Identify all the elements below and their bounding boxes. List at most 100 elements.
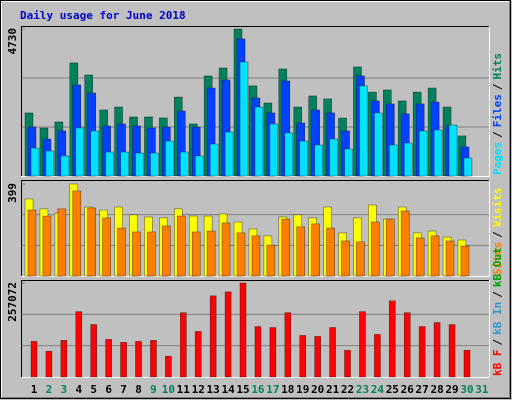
x-tick-label: 23 <box>356 383 369 396</box>
legend: kB F / kB In / kB Out <box>491 247 504 376</box>
bar <box>415 237 425 277</box>
bar <box>132 231 141 277</box>
legend-separator: / <box>491 291 504 298</box>
bar <box>191 231 201 277</box>
bar <box>359 85 368 177</box>
bar <box>135 341 142 378</box>
bar <box>284 312 292 378</box>
bar <box>30 147 40 177</box>
x-tick-label: 31 <box>475 383 489 396</box>
bar <box>418 130 428 177</box>
bar <box>194 331 202 378</box>
bar <box>389 144 398 177</box>
bar <box>251 235 261 277</box>
x-tick-label: 9 <box>150 383 157 396</box>
x-tick-label: 11 <box>177 383 191 396</box>
x-tick-label: 13 <box>207 383 220 396</box>
bar <box>460 245 470 277</box>
legend-entry: Pages <box>491 142 504 175</box>
legend-separator: / <box>491 131 504 138</box>
legend-entry: Hits <box>491 53 504 80</box>
x-tick-label: 19 <box>296 383 309 396</box>
legend-entry: kB F <box>491 350 504 377</box>
bar <box>463 157 473 177</box>
bar <box>281 218 291 277</box>
y-tick-label: 399 <box>6 183 19 203</box>
legend-entry: Visits <box>491 188 504 228</box>
bar <box>374 112 383 177</box>
bar <box>326 227 335 277</box>
x-tick-label: 8 <box>135 383 142 396</box>
legend-separator: / <box>491 83 504 90</box>
bar <box>403 312 411 378</box>
bar <box>329 327 336 378</box>
bar <box>236 232 246 277</box>
bar <box>433 129 443 177</box>
bar <box>418 326 426 378</box>
chart-title: Daily usage for June 2018 <box>20 9 186 22</box>
bar <box>254 326 262 378</box>
legend-entry: Files <box>491 94 504 127</box>
bar <box>341 240 350 277</box>
bar <box>269 327 277 378</box>
legend-entry: kB Out <box>491 247 504 287</box>
bar <box>359 311 366 378</box>
legend-separator: / <box>491 231 504 238</box>
x-tick-label: 17 <box>266 383 279 396</box>
y-tick-label: 257072 <box>6 282 19 322</box>
bar <box>433 322 441 378</box>
x-tick-label: 25 <box>386 383 399 396</box>
bar <box>221 222 231 277</box>
bar <box>150 340 157 378</box>
bar <box>165 140 174 177</box>
bar <box>42 215 52 277</box>
x-tick-label: 22 <box>341 383 354 396</box>
bar <box>374 334 381 378</box>
x-tick-label: 24 <box>371 383 385 396</box>
bar <box>448 324 456 378</box>
bar <box>389 300 396 378</box>
legend: Pages / Files / Hits <box>491 53 504 175</box>
x-tick-label: 1 <box>31 383 38 396</box>
bar <box>194 155 204 177</box>
bar <box>147 231 156 277</box>
bar <box>344 148 353 177</box>
bar <box>403 142 413 177</box>
bar <box>299 335 307 378</box>
x-tick-label: 30 <box>460 383 473 396</box>
x-tick-label: 29 <box>445 383 458 396</box>
x-tick-label: 10 <box>162 383 175 396</box>
bar <box>180 151 189 177</box>
x-tick-label: 12 <box>192 383 205 396</box>
bar <box>269 123 279 177</box>
bar <box>445 240 455 277</box>
legend: Sites / Visits <box>491 188 504 276</box>
bar <box>117 227 126 277</box>
bar <box>120 342 127 378</box>
bar <box>177 215 186 277</box>
bar <box>400 210 410 277</box>
bar <box>45 150 55 177</box>
x-tick-label: 18 <box>281 383 294 396</box>
x-tick-label: 4 <box>75 383 82 396</box>
bar <box>254 106 264 177</box>
bar <box>150 152 159 177</box>
bar <box>209 143 219 177</box>
bar <box>430 235 440 277</box>
bar <box>314 336 321 378</box>
bar <box>239 61 249 177</box>
bar <box>120 151 129 177</box>
x-tick-label: 6 <box>105 383 112 396</box>
bar <box>57 208 67 277</box>
bar <box>296 226 306 277</box>
legend-separator: / <box>491 339 504 346</box>
bar <box>45 350 53 378</box>
bar <box>90 324 98 378</box>
bar <box>463 349 471 378</box>
bar <box>266 244 276 277</box>
bar <box>239 282 247 378</box>
x-tick-label: 3 <box>61 383 68 396</box>
bar <box>386 218 395 277</box>
